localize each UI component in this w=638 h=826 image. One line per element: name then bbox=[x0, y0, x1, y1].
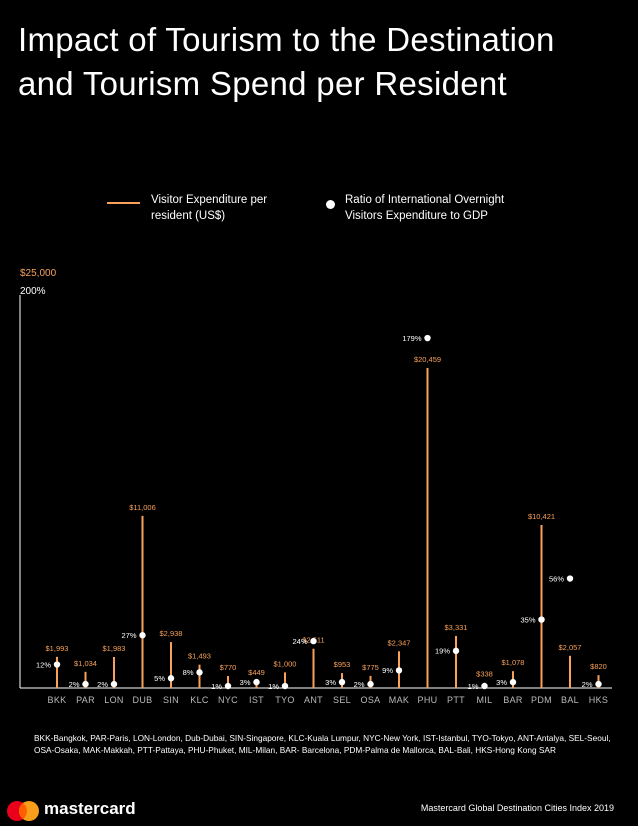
expenditure-label-hks: $820 bbox=[590, 662, 607, 671]
mastercard-logo-icon bbox=[7, 801, 39, 821]
expenditure-label-par: $1,034 bbox=[74, 659, 97, 668]
expenditure-label-mak: $2,347 bbox=[388, 638, 411, 647]
x-tick-label-phu: PHU bbox=[418, 695, 438, 705]
source-text: Mastercard Global Destination Cities Ind… bbox=[420, 803, 614, 813]
axis-max-money-label: $25,000 bbox=[20, 268, 57, 279]
ratio-label-par: 2% bbox=[69, 680, 80, 689]
expenditure-label-sel: $953 bbox=[334, 660, 351, 669]
page-title: Impact of Tourism to the Destination and… bbox=[18, 21, 555, 102]
ratio-dot-nyc bbox=[224, 682, 232, 690]
x-tick-label-bar: BAR bbox=[503, 695, 523, 705]
x-tick-label-mil: MIL bbox=[477, 695, 493, 705]
chart: $1,99312%BKK$1,0342%PAR$1,9832%LON$11,00… bbox=[19, 295, 612, 705]
ratio-label-bar: 3% bbox=[496, 678, 507, 687]
ratio-label-mak: 9% bbox=[382, 666, 393, 675]
expenditure-label-lon: $1,983 bbox=[103, 644, 126, 653]
ratio-label-sel: 3% bbox=[325, 678, 336, 687]
x-tick-label-bkk: BKK bbox=[48, 695, 67, 705]
x-tick-label-nyc: NYC bbox=[218, 695, 238, 705]
ratio-label-osa: 2% bbox=[354, 680, 365, 689]
ratio-label-hks: 2% bbox=[582, 680, 593, 689]
expenditure-label-tyo: $1,000 bbox=[274, 659, 297, 668]
ratio-label-lon: 2% bbox=[97, 680, 108, 689]
legend-dot-swatch bbox=[326, 200, 335, 209]
x-tick-label-osa: OSA bbox=[361, 695, 381, 705]
ratio-dot-lon bbox=[110, 680, 118, 688]
x-tick-label-hks: HKS bbox=[589, 695, 608, 705]
ratio-dot-bkk bbox=[53, 661, 61, 668]
ratio-dot-ist bbox=[253, 678, 260, 686]
ratio-label-bal: 56% bbox=[549, 574, 564, 583]
ratio-label-ptt: 19% bbox=[435, 647, 450, 656]
expenditure-label-pdm: $10,421 bbox=[528, 512, 555, 521]
legend-line-swatch bbox=[107, 202, 140, 204]
ratio-label-phu: 179% bbox=[402, 334, 422, 343]
expenditure-label-nyc: $770 bbox=[220, 663, 237, 672]
ratio-label-dub: 27% bbox=[121, 631, 136, 640]
expenditure-label-mil: $338 bbox=[476, 670, 493, 679]
expenditure-label-sin: $2,938 bbox=[160, 629, 183, 638]
ratio-dot-sel bbox=[338, 678, 346, 686]
x-tick-label-pdm: PDM bbox=[531, 695, 552, 705]
brand-name: mastercard bbox=[44, 799, 136, 818]
legend-label-ratio: Ratio of International Overnight Visitor… bbox=[345, 194, 505, 222]
expenditure-label-dub: $11,006 bbox=[129, 503, 156, 512]
ratio-dot-pdm bbox=[538, 616, 545, 623]
axis-max-pct-label: 200% bbox=[20, 286, 46, 297]
expenditure-label-bkk: $1,993 bbox=[46, 644, 69, 653]
x-tick-label-sel: SEL bbox=[333, 695, 351, 705]
footnote: BKK-Bangkok, PAR-Paris, LON-London, Dub-… bbox=[34, 733, 611, 755]
ratio-dot-dub bbox=[139, 632, 146, 639]
ratio-label-tyo: 1% bbox=[268, 682, 279, 691]
expenditure-label-klc: $1,493 bbox=[188, 652, 211, 661]
ratio-dot-phu bbox=[424, 334, 431, 342]
ratio-dot-mil bbox=[481, 682, 488, 690]
expenditure-label-bar: $1,078 bbox=[502, 658, 525, 667]
x-tick-label-ant: ANT bbox=[304, 695, 323, 705]
x-tick-label-bal: BAL bbox=[561, 695, 579, 705]
ratio-dot-tyo bbox=[281, 682, 289, 690]
ratio-label-nyc: 1% bbox=[211, 682, 222, 691]
ratio-label-bkk: 12% bbox=[36, 660, 51, 669]
ratio-label-klc: 8% bbox=[183, 668, 194, 677]
legend-label-expenditure: Visitor Expenditure per resident (US$) bbox=[151, 194, 268, 222]
ratio-dot-osa bbox=[367, 680, 374, 688]
x-tick-label-par: PAR bbox=[76, 695, 95, 705]
ratio-label-sin: 5% bbox=[154, 674, 165, 683]
x-tick-label-ist: IST bbox=[249, 695, 264, 705]
x-tick-label-dub: DUB bbox=[133, 695, 153, 705]
ratio-label-ant: 24% bbox=[292, 637, 307, 646]
x-tick-label-lon: LON bbox=[104, 695, 123, 705]
ratio-label-ist: 3% bbox=[240, 678, 251, 687]
ratio-label-mil: 1% bbox=[468, 682, 479, 691]
ratio-dot-klc bbox=[196, 669, 203, 676]
expenditure-label-bal: $2,057 bbox=[559, 643, 582, 652]
ratio-label-pdm: 35% bbox=[520, 615, 535, 624]
x-tick-label-sin: SIN bbox=[163, 695, 179, 705]
x-tick-label-mak: MAK bbox=[389, 695, 409, 705]
ratio-dot-par bbox=[82, 680, 89, 688]
expenditure-label-phu: $20,459 bbox=[414, 355, 441, 364]
ratio-dot-hks bbox=[595, 680, 602, 688]
expenditure-label-ist: $449 bbox=[248, 668, 265, 677]
expenditure-label-osa: $775 bbox=[362, 663, 379, 672]
expenditure-label-ptt: $3,331 bbox=[445, 623, 468, 632]
ratio-dot-bal bbox=[566, 575, 574, 582]
ratio-dot-sin bbox=[167, 675, 175, 682]
ratio-dot-ptt bbox=[452, 647, 460, 655]
x-tick-label-tyo: TYO bbox=[275, 695, 294, 705]
x-tick-label-klc: KLC bbox=[190, 695, 209, 705]
ratio-dot-bar bbox=[509, 678, 517, 686]
ratio-dot-ant bbox=[310, 637, 317, 645]
ratio-dot-mak bbox=[395, 667, 403, 674]
x-tick-label-ptt: PTT bbox=[447, 695, 465, 705]
footer: mastercard Mastercard Global Destination… bbox=[0, 790, 638, 826]
